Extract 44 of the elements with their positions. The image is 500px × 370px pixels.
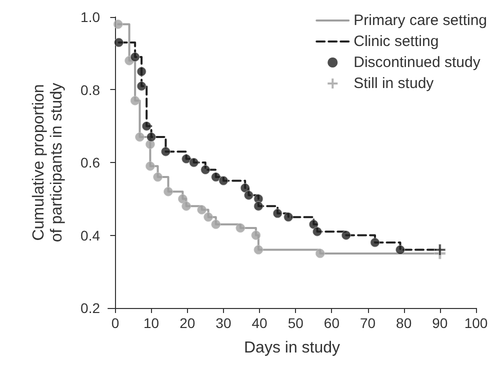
y-axis-title: Cumulative proportion of participants in study [30, 82, 66, 242]
point [160, 146, 170, 156]
y-tick-label: 0.2 [80, 300, 100, 316]
point [254, 201, 264, 211]
y-tick-label: 1.0 [80, 9, 100, 25]
point [395, 245, 405, 255]
x-tick-label: 50 [288, 315, 304, 331]
point [240, 183, 250, 193]
y-tick-label: 0.4 [80, 227, 100, 244]
point [136, 81, 146, 91]
point [200, 165, 210, 175]
point [370, 238, 380, 248]
x-tick-label: 60 [324, 315, 340, 331]
legend-label: Clinic setting [354, 33, 439, 50]
point [136, 66, 146, 76]
x-tick-label: 90 [432, 315, 448, 331]
legend-label: Discontinued study [354, 54, 481, 71]
point [114, 38, 124, 48]
point [312, 226, 322, 236]
x-axis-title: Days in study [244, 340, 340, 356]
point [308, 220, 318, 230]
legend-label: Still in study [354, 75, 434, 92]
x-tick-label: 80 [396, 315, 412, 331]
y-tick-label: 0.8 [80, 82, 100, 98]
x-tick-label: 100 [464, 315, 488, 331]
x-tick-label: 30 [216, 315, 232, 331]
legend-label: Primary care setting [354, 12, 487, 29]
point [244, 190, 254, 200]
x-tick-label: 20 [180, 315, 196, 331]
point [182, 154, 192, 164]
point [142, 121, 152, 131]
point [218, 176, 228, 186]
point [130, 52, 140, 62]
point [211, 172, 221, 182]
x-tick-label: 40 [252, 315, 268, 331]
x-tick-label: 10 [144, 315, 160, 331]
point [284, 212, 294, 222]
y-tick-label: 0.6 [80, 154, 100, 170]
point [272, 208, 282, 218]
x-tick-label: 0 [111, 315, 120, 331]
point [146, 132, 156, 142]
point [189, 158, 199, 168]
point [341, 230, 351, 240]
x-tick-label: 70 [360, 315, 376, 331]
